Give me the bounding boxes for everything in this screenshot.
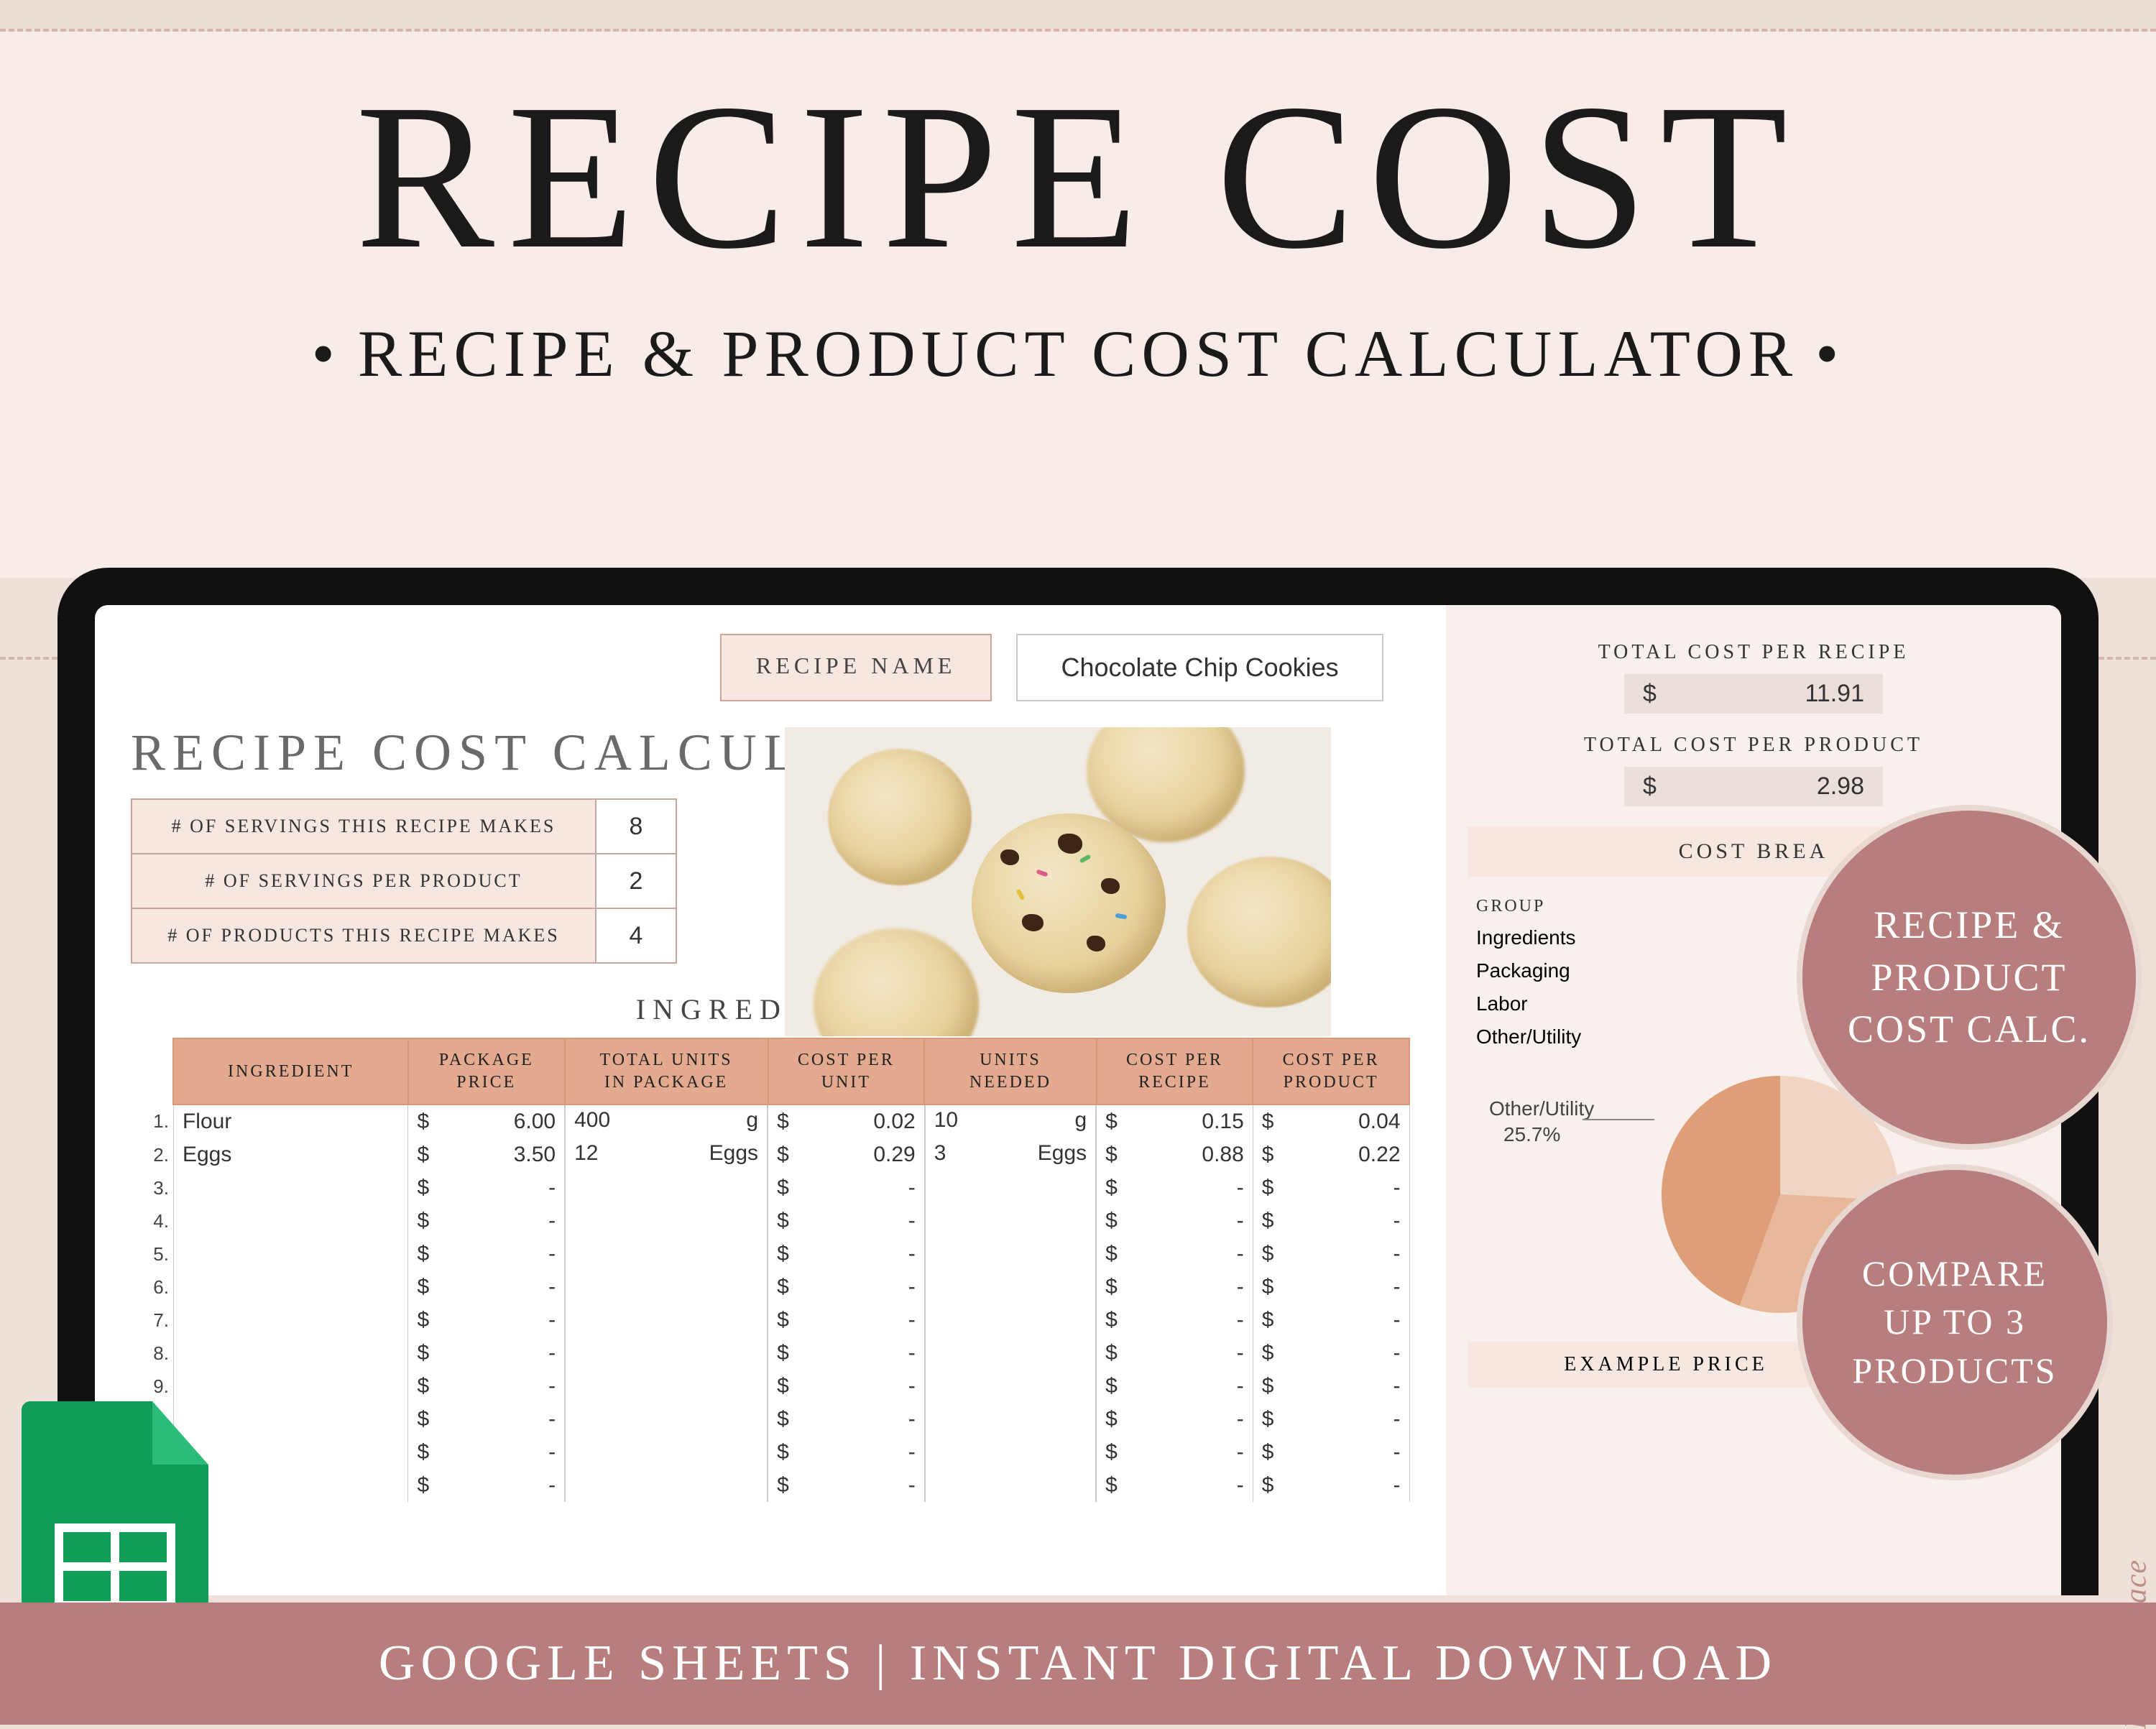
badge-compare-products: COMPARE UP TO 3 PRODUCTS <box>1797 1164 2113 1480</box>
table-row[interactable]: 9.$-$-$-$- <box>131 1370 1409 1403</box>
dashed-rule-top <box>0 29 2156 32</box>
th-units-needed: UNITSNEEDED <box>924 1038 1096 1105</box>
footer-bar: GOOGLE SHEETS | INSTANT DIGITAL DOWNLOAD <box>0 1603 2156 1725</box>
table-row[interactable]: 4.$-$-$-$- <box>131 1204 1409 1237</box>
title-band: RECIPE COST •RECIPE & PRODUCT COST CALCU… <box>0 32 2156 578</box>
servings-label: # OF SERVINGS THIS RECIPE MAKES <box>132 800 596 853</box>
screen: RECIPE NAME Chocolate Chip Cookies RECIP… <box>95 605 2061 1595</box>
servings-label: # OF PRODUCTS THIS RECIPE MAKES <box>132 909 596 962</box>
th-total-units: TOTAL UNITSIN PACKAGE <box>565 1038 768 1105</box>
subtitle-text: RECIPE & PRODUCT COST CALCULATOR <box>358 317 1798 390</box>
subtitle: •RECIPE & PRODUCT COST CALCULATOR• <box>0 315 2156 392</box>
th-group: GROUP <box>1469 893 1826 921</box>
servings-value[interactable]: 8 <box>596 800 676 853</box>
servings-row: # OF PRODUCTS THIS RECIPE MAKES 4 <box>131 909 677 964</box>
pie-slice-pct: 25.7% <box>1503 1123 1560 1146</box>
total-cost-product-label: TOTAL COST PER PRODUCT <box>1468 734 2040 757</box>
table-row[interactable]: $-$-$-$- <box>131 1469 1409 1502</box>
servings-row: # OF SERVINGS PER PRODUCT 2 <box>131 854 677 909</box>
table-row[interactable]: 3.$-$-$-$- <box>131 1171 1409 1204</box>
servings-value[interactable]: 4 <box>596 909 676 962</box>
top-strip <box>0 0 2156 29</box>
bd-group: Ingredients <box>1469 922 1826 954</box>
table-row[interactable]: 7.$-$-$-$- <box>131 1304 1409 1337</box>
table-row[interactable]: 5.$-$-$-$- <box>131 1237 1409 1271</box>
main-title: RECIPE COST <box>0 32 2156 287</box>
recipe-name-value[interactable]: Chocolate Chip Cookies <box>1016 634 1383 701</box>
table-row[interactable]: 10.$-$-$-$- <box>131 1403 1409 1436</box>
servings-table: # OF SERVINGS THIS RECIPE MAKES 8 # OF S… <box>131 798 677 964</box>
bd-group: Labor <box>1469 988 1826 1020</box>
pie-leader-line <box>1583 1119 1654 1120</box>
th-cpu: COST PERUNIT <box>768 1038 925 1105</box>
th-ingredient: INGREDIENT <box>173 1038 407 1105</box>
total-cost-product-value: $2.98 <box>1624 767 1883 806</box>
recipe-photo <box>785 727 1331 1036</box>
bd-group: Packaging <box>1469 955 1826 987</box>
badge-recipe-product-calc: RECIPE & PRODUCT COST CALC. <box>1797 805 2142 1150</box>
bd-group: Other/Utility <box>1469 1021 1826 1053</box>
recipe-name-label: RECIPE NAME <box>720 634 992 701</box>
th-cpr: COST PERRECIPE <box>1097 1038 1253 1105</box>
table-header-row: INGREDIENT PACKAGEPRICE TOTAL UNITSIN PA… <box>131 1038 1409 1105</box>
total-cost-recipe-label: TOTAL COST PER RECIPE <box>1468 641 2040 664</box>
left-column: RECIPE NAME Chocolate Chip Cookies RECIP… <box>95 605 1446 1595</box>
th-cpp: COST PERPRODUCT <box>1253 1038 1409 1105</box>
th-pkg-price: PACKAGEPRICE <box>408 1038 565 1105</box>
pie-slice-label: Other/Utility <box>1489 1097 1594 1120</box>
table-row[interactable]: 1.Flour$6.00400g$0.0210g$0.15$0.04 <box>131 1105 1409 1138</box>
table-row[interactable]: 2.Eggs$3.5012Eggs$0.293Eggs$0.88$0.22 <box>131 1138 1409 1171</box>
table-row[interactable]: $-$-$-$- <box>131 1436 1409 1469</box>
servings-label: # OF SERVINGS PER PRODUCT <box>132 854 596 908</box>
servings-row: # OF SERVINGS THIS RECIPE MAKES 8 <box>131 798 677 854</box>
table-row[interactable]: 8.$-$-$-$- <box>131 1337 1409 1370</box>
monitor-frame: RECIPE NAME Chocolate Chip Cookies RECIP… <box>57 568 2099 1595</box>
total-cost-recipe-value: $11.91 <box>1624 674 1883 714</box>
recipe-name-row: RECIPE NAME Chocolate Chip Cookies <box>720 634 1417 701</box>
table-row[interactable]: 6.$-$-$-$- <box>131 1271 1409 1304</box>
servings-value[interactable]: 2 <box>596 854 676 908</box>
ingredients-table[interactable]: INGREDIENT PACKAGEPRICE TOTAL UNITSIN PA… <box>131 1038 1410 1502</box>
